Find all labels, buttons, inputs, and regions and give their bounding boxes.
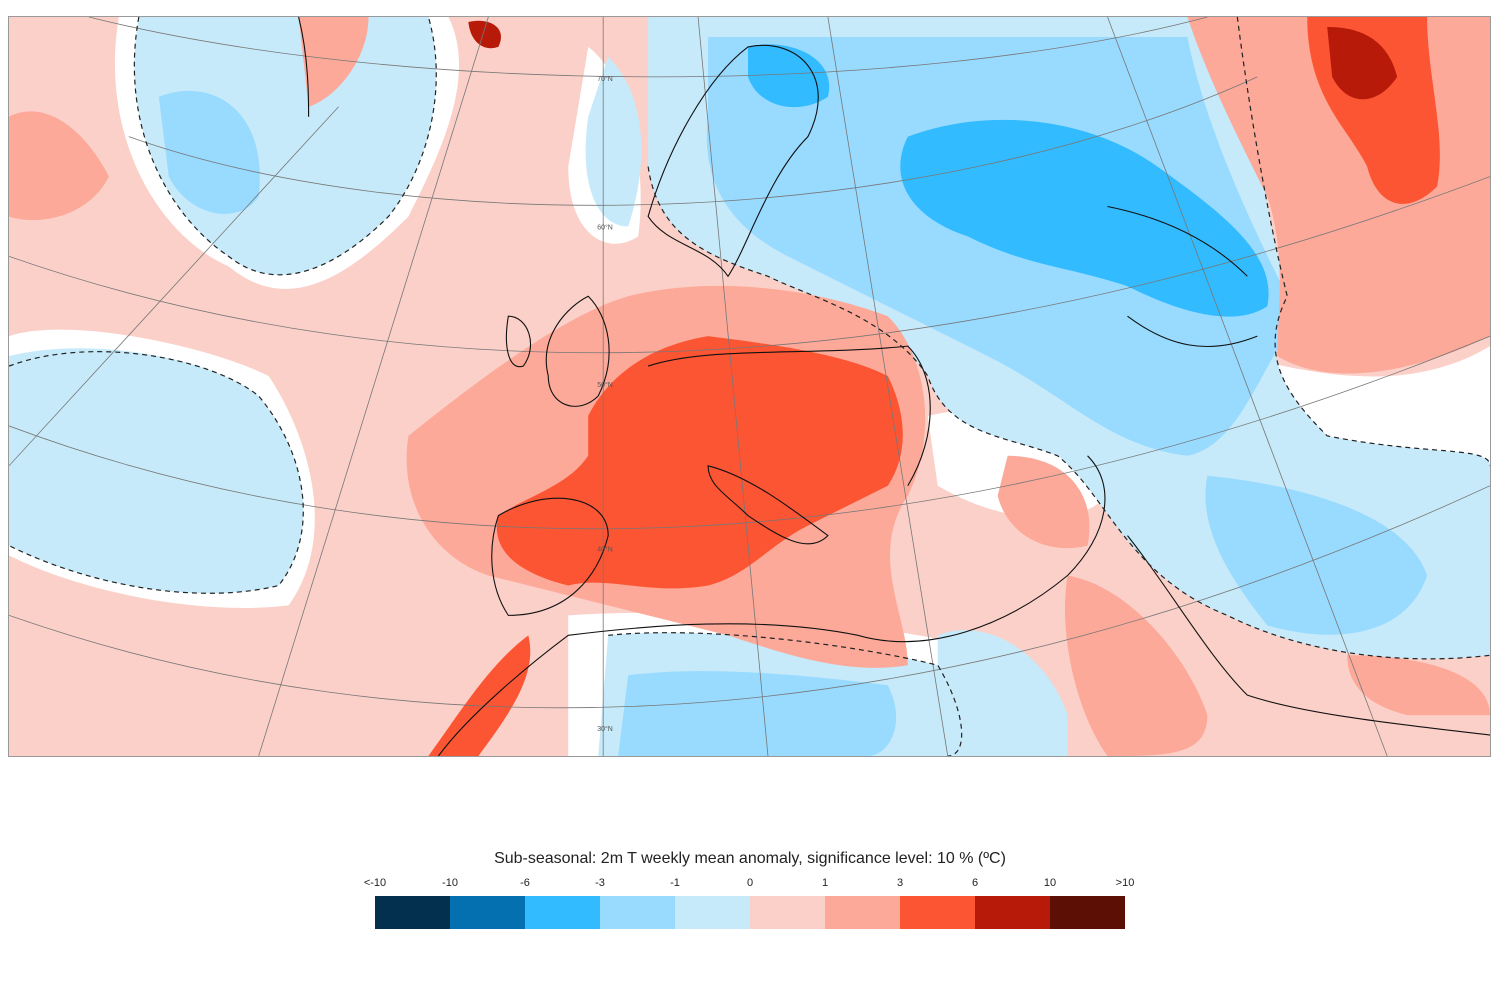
legend-color-swatch	[900, 896, 975, 929]
cold-anomaly-strong	[748, 44, 1269, 317]
legend-color-swatch	[825, 896, 900, 929]
legend-tick-label: 10	[1043, 877, 1057, 889]
legend-tick-label: -1	[670, 877, 680, 889]
legend-tick-label: >10	[1115, 877, 1135, 889]
latitude-labels: 70°N 60°N 50°N 40°N 30°N	[597, 75, 613, 733]
lat-label: 60°N	[597, 223, 613, 231]
legend-color-swatch	[975, 896, 1050, 929]
legend-color-swatch	[525, 896, 600, 929]
legend-tick-label: 1	[821, 877, 829, 889]
legend-color-swatch	[375, 896, 450, 929]
warm-anomaly-very-strong	[468, 20, 1398, 100]
legend-ticks: <-10 -10 -6 -3 -1 0 1 3 6 10 >10	[364, 877, 1135, 891]
lat-label: 40°N	[597, 546, 613, 554]
legend-tick-label: <-10	[363, 877, 387, 889]
lat-label: 70°N	[597, 75, 613, 83]
significance-contours	[9, 17, 1490, 756]
legend-color-swatch	[1050, 896, 1125, 929]
legend-title: Sub-seasonal: 2m T weekly mean anomaly, …	[494, 850, 1006, 867]
lat-label: 50°N	[597, 381, 613, 389]
legend-tick-label: -10	[442, 877, 458, 889]
legend-color-swatch	[450, 896, 525, 929]
legend-colorbar	[375, 896, 1125, 929]
legend-color-swatch	[600, 896, 675, 929]
legend-color-swatch	[750, 896, 825, 929]
legend-tick-label: 0	[746, 877, 754, 889]
legend-tick-label: -3	[595, 877, 605, 889]
legend-tick-label: -6	[520, 877, 530, 889]
legend-tick-label: 6	[971, 877, 979, 889]
graticule	[9, 17, 1490, 756]
coastlines	[298, 17, 1490, 756]
legend-color-swatch	[675, 896, 750, 929]
anomaly-map: 70°N 60°N 50°N 40°N 30°N	[8, 16, 1491, 757]
legend-tick-label: 3	[896, 877, 904, 889]
lat-label: 30°N	[597, 725, 613, 733]
